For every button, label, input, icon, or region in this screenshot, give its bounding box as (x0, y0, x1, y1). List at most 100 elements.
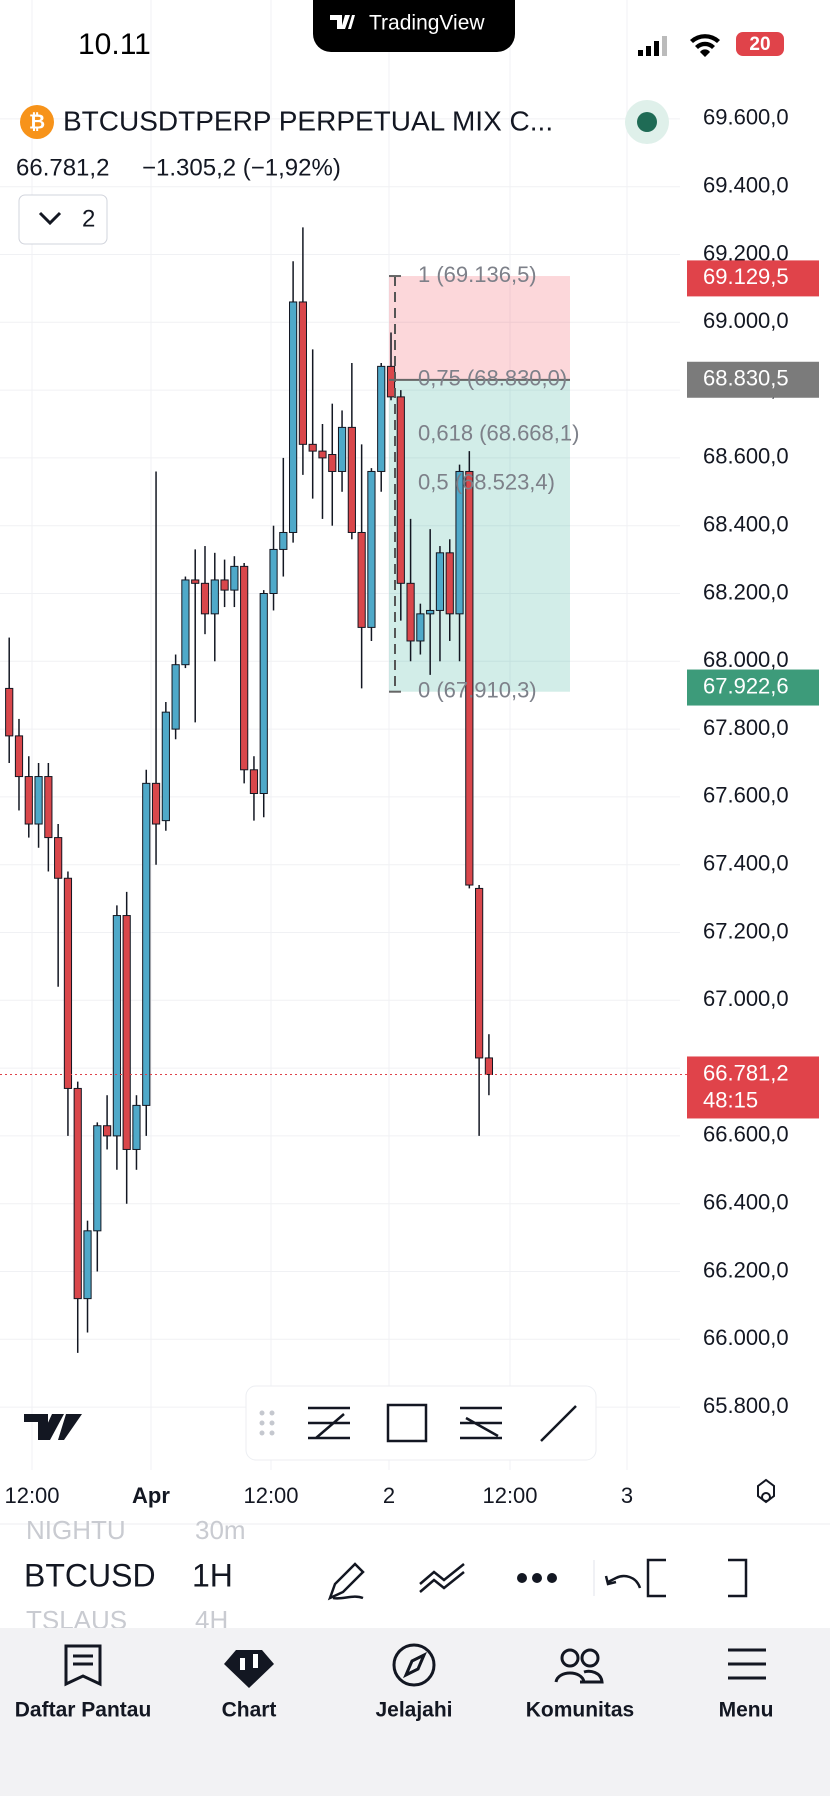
nav-label[interactable]: Daftar Pantau (15, 1699, 152, 1722)
candle-body (14, 735, 24, 778)
fib-level-label: 1 (69.136,5) (418, 262, 537, 287)
candle-body (230, 565, 239, 591)
price-badge (687, 1056, 819, 1119)
candle-body (318, 450, 327, 459)
candle-body (289, 301, 298, 533)
chevron (38, 211, 62, 226)
symbol-current[interactable]: BTCUSD (24, 1557, 156, 1593)
fullscreen-button[interactable] (646, 1558, 748, 1598)
candle-body (161, 711, 170, 822)
candle-body (240, 565, 249, 771)
undo-button[interactable] (604, 1574, 642, 1589)
candle-body (455, 470, 464, 615)
explore-icon[interactable] (392, 1643, 436, 1687)
x-tick-label: Apr (132, 1483, 170, 1508)
price-badge (687, 361, 819, 398)
x-tick-label: 12:00 (482, 1483, 537, 1508)
candle-body (44, 776, 53, 839)
signal (638, 36, 667, 56)
draw-button[interactable] (327, 1562, 365, 1601)
app-name: TradingView (369, 12, 485, 35)
y-tick-label: 66.600,0 (703, 1122, 789, 1147)
candle-body (377, 365, 386, 472)
y-tick-label: 65.800,0 (703, 1393, 789, 1418)
candle-body (435, 552, 445, 611)
candle-body (151, 782, 161, 825)
x-tick-label: 12:00 (243, 1483, 298, 1508)
candle-body (112, 915, 121, 1137)
trendline-tool[interactable] (540, 1405, 577, 1442)
candle-body (416, 613, 425, 642)
more-button[interactable] (517, 1573, 557, 1583)
chart-plot: 1 (69.136,5) 0,75 (68.830,0) 0,618 (68.668… (0, 227, 688, 1353)
candle-body (269, 548, 278, 594)
price-overlay: 65.800,0 66.000,0 66.200,0 66.400,0 66.600,0… (687, 105, 819, 1418)
candle-timer: 48:15 (703, 1087, 758, 1112)
y-tick-label: 66.200,0 (703, 1257, 789, 1282)
candle-body (63, 877, 73, 1089)
y-tick-label: 67.600,0 (703, 783, 789, 808)
chart-icon-candles (240, 1654, 258, 1670)
watchlist-icon[interactable] (64, 1644, 102, 1687)
rect-tool[interactable] (386, 1403, 428, 1443)
candle-body (93, 1125, 102, 1232)
nav-label[interactable]: Jelajahi (375, 1699, 452, 1722)
interval-prev[interactable]: 30m (195, 1515, 246, 1545)
community-icon[interactable] (560, 1648, 580, 1668)
time-axis: 12:00 Apr 12:00 2 12:00 3 (4, 1483, 633, 1508)
candle-body (367, 470, 376, 628)
settings-icon[interactable] (757, 1478, 775, 1504)
candle-body (396, 396, 405, 584)
indicator-count: 2 (82, 205, 95, 232)
wifi (690, 34, 720, 57)
interval-current[interactable]: 1H (192, 1557, 233, 1593)
nav-label[interactable]: Komunitas (526, 1699, 635, 1722)
nav-label[interactable]: Menu (719, 1699, 774, 1722)
nav-bar (0, 1628, 830, 1796)
price-badge-label: 69.129,5 (703, 264, 789, 289)
candle-body (34, 776, 43, 825)
fib-tool[interactable] (308, 1406, 350, 1440)
menu-icon[interactable] (728, 1648, 766, 1680)
candle-body (475, 887, 484, 1059)
tv-logo (24, 1414, 82, 1440)
symbol-prev[interactable]: NIGHTU (26, 1515, 126, 1545)
fib-ext-tool[interactable] (460, 1406, 502, 1440)
price-change: −1.305,2 (−1,92%) (142, 154, 341, 181)
y-tick-label: 68.000,0 (703, 647, 789, 672)
symbol-title: BTCUSDTPERP PERPETUAL MIX C... (63, 105, 553, 136)
indicator-button[interactable] (419, 1563, 465, 1593)
price-badge-label: 67.922,6 (703, 673, 789, 698)
candle-body (298, 301, 307, 445)
chart-icon[interactable] (224, 1650, 274, 1688)
y-tick-label: 69.600,0 (703, 105, 789, 130)
indicator-toggle[interactable] (18, 194, 108, 245)
fib-level-label: 0 (67.910,3) (418, 678, 537, 703)
app-pill (313, 0, 515, 52)
candle-body (279, 531, 288, 550)
candle-body (386, 365, 396, 398)
x-tick-label: 2 (383, 1483, 395, 1508)
y-tick-label: 67.000,0 (703, 986, 789, 1011)
candle-body (406, 582, 415, 642)
nav-label[interactable]: Chart (222, 1699, 277, 1722)
candle-body (445, 552, 454, 615)
fib-zone-upper (389, 276, 570, 380)
y-tick-label: 68.600,0 (703, 444, 789, 469)
y-tick-label: 69.400,0 (703, 173, 789, 198)
candle-body (357, 531, 366, 628)
community-icon-2 (580, 1648, 600, 1668)
candle-body (308, 443, 317, 452)
candle-body (73, 1087, 82, 1300)
candle-body (181, 579, 190, 666)
price-badge-label: 66.781,2 (703, 1060, 789, 1085)
candle-body (132, 1104, 141, 1150)
x-tick-label: 12:00 (4, 1483, 59, 1508)
tv-logo-small (330, 15, 355, 29)
y-tick-label: 67.400,0 (703, 851, 789, 876)
community-body (554, 1669, 604, 1684)
candle-body (347, 426, 356, 533)
y-tick-label: 66.400,0 (703, 1190, 789, 1215)
drag-handle (259, 1410, 275, 1436)
